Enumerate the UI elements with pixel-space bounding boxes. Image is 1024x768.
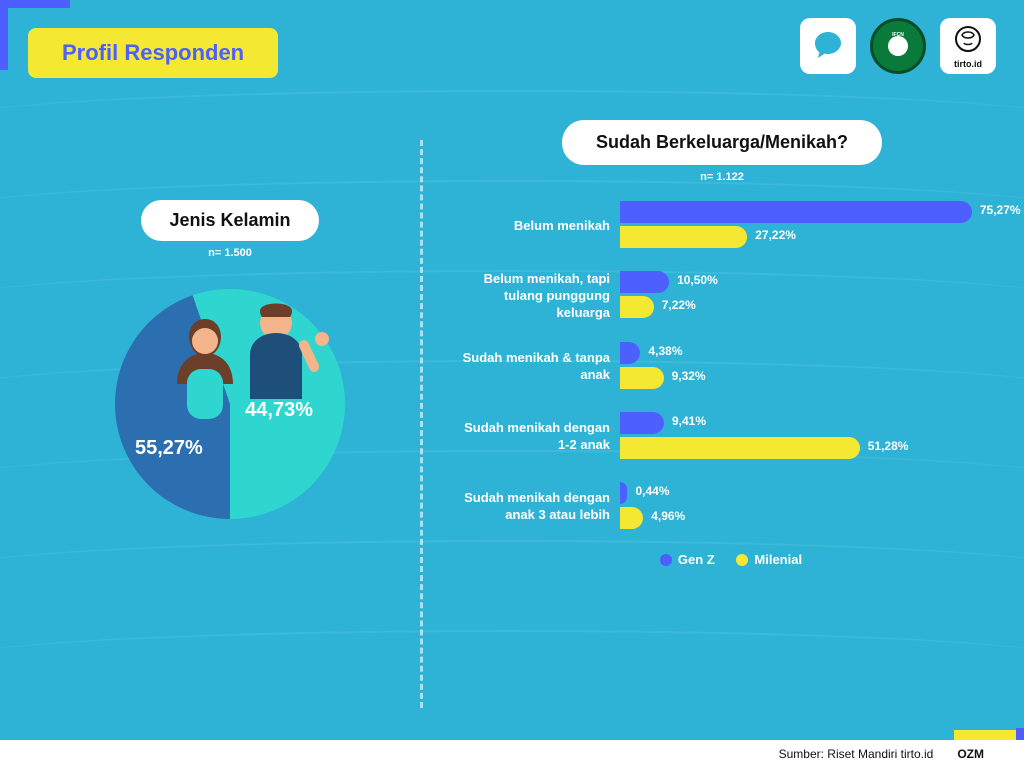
logo-group: IFCN tirto.id (800, 18, 996, 74)
bar-category-label: Belum menikah (450, 218, 620, 235)
pie-male-pct: 44,73% (245, 399, 313, 422)
bar-value: 9,41% (672, 414, 706, 428)
bar-row: Belum menikah, tapi tulang punggung kelu… (450, 271, 994, 322)
legend: Gen Z Milenial (450, 552, 994, 567)
bar-category-label: Sudah menikah dengan anak 3 atau lebih (450, 490, 620, 524)
gender-title: Jenis Kelamin (141, 200, 318, 241)
footer-source: Sumber: Riset Mandiri tirto.id (779, 747, 934, 761)
marital-title: Sudah Berkeluarga/Menikah? (562, 120, 882, 165)
bar-row: Sudah menikah & tanpa anak4,38%9,32% (450, 342, 994, 392)
bar-value: 7,22% (662, 298, 696, 312)
bar-value: 4,96% (651, 509, 685, 523)
bar-mil: 7,22% (620, 296, 654, 318)
footer: Sumber: Riset Mandiri tirto.id OZM (0, 740, 1024, 768)
bar-value: 0,44% (635, 484, 669, 498)
bar-mil: 27,22% (620, 226, 747, 248)
ifcn-badge-logo: IFCN (870, 18, 926, 74)
tirto-logo: tirto.id (940, 18, 996, 74)
marital-n: n= 1.122 (450, 171, 994, 183)
bar-category-label: Sudah menikah & tanpa anak (450, 350, 620, 384)
tirto-label: tirto.id (954, 59, 982, 69)
bar-genz: 75,27% (620, 201, 972, 223)
gender-section: Jenis Kelamin n= 1.500 55,27% 44,73% (70, 200, 390, 519)
bar-row: Sudah menikah dengan anak 3 atau lebih0,… (450, 482, 994, 532)
page-title: Profil Responden (28, 28, 278, 78)
bar-value: 27,22% (755, 228, 796, 242)
bar-genz: 9,41% (620, 412, 664, 434)
legend-genz: Gen Z (678, 552, 715, 567)
bar-category-label: Sudah menikah dengan 1-2 anak (450, 420, 620, 454)
pie-female-pct: 55,27% (135, 437, 203, 460)
bar-value: 9,32% (672, 369, 706, 383)
bar-genz: 4,38% (620, 342, 640, 364)
bar-genz: 0,44% (620, 482, 627, 504)
bar-category-label: Belum menikah, tapi tulang punggung kelu… (450, 271, 620, 322)
male-icon (230, 299, 330, 459)
bar-row: Sudah menikah dengan 1-2 anak9,41%51,28% (450, 412, 994, 462)
svg-text:IFCN: IFCN (892, 32, 904, 38)
bar-value: 10,50% (677, 273, 718, 287)
section-divider (420, 140, 423, 708)
speech-bubble-logo (800, 18, 856, 74)
marital-section: Sudah Berkeluarga/Menikah? n= 1.122 Belu… (450, 120, 994, 567)
bar-row: Belum menikah75,27% 27,22% (450, 201, 994, 251)
bar-mil: 9,32% (620, 367, 664, 389)
bar-mil: 4,96% (620, 507, 643, 529)
bar-value: 51,28% (868, 439, 909, 453)
bar-genz: 10,50% (620, 271, 669, 293)
footer-credit: OZM (957, 747, 984, 761)
bar-mil: 51,28% (620, 437, 860, 459)
bar-value: 75,27% (980, 203, 1021, 217)
legend-dot-milenial (736, 554, 748, 566)
legend-dot-genz (660, 554, 672, 566)
gender-pie: 55,27% 44,73% (115, 289, 345, 519)
gender-n: n= 1.500 (70, 247, 390, 259)
legend-milenial: Milenial (754, 552, 802, 567)
bar-value: 4,38% (648, 344, 682, 358)
